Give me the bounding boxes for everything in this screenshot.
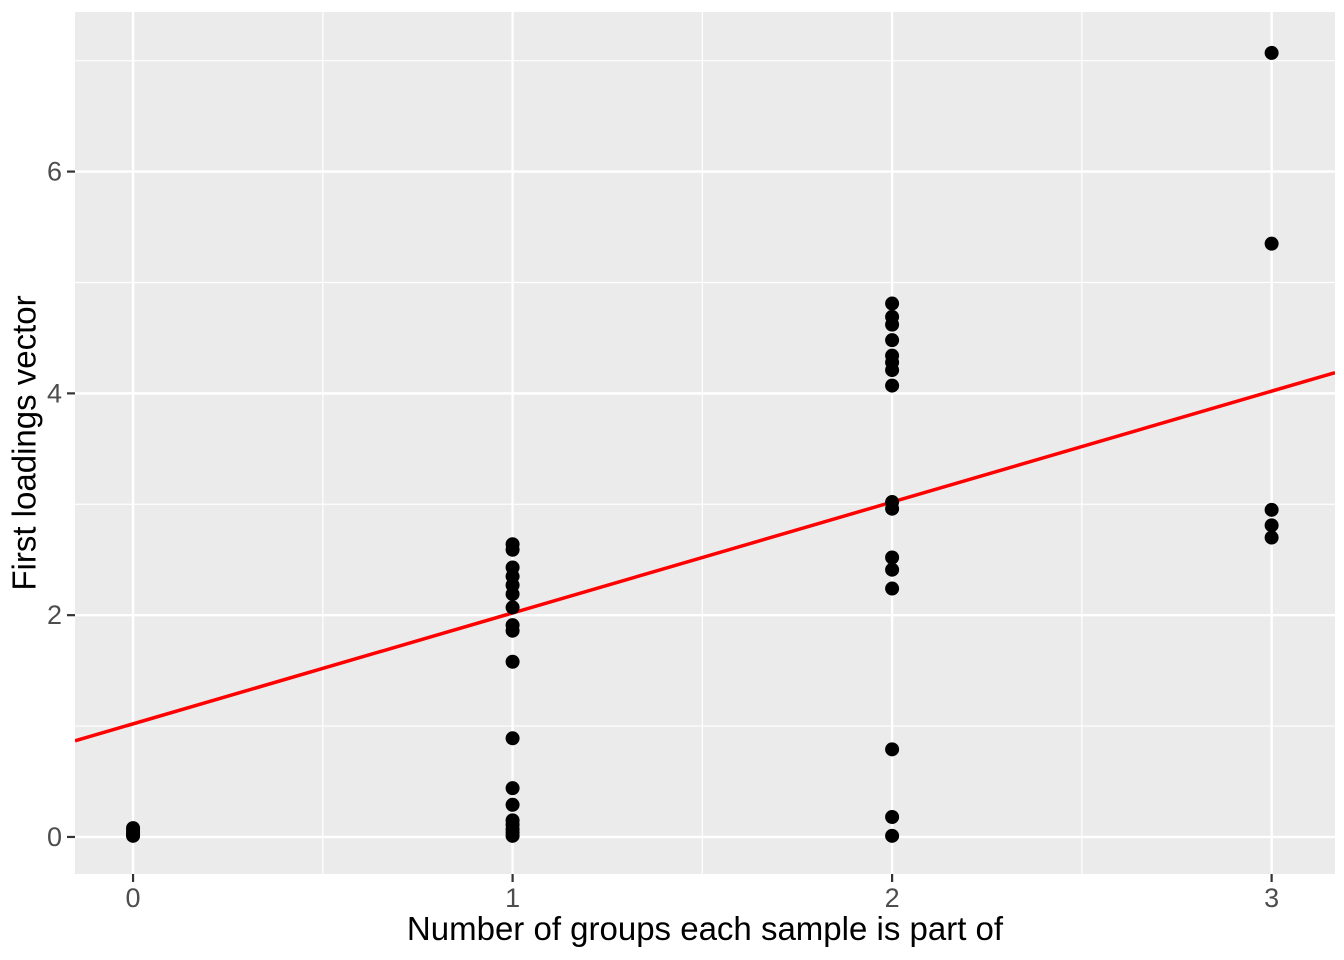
- data-point: [505, 600, 520, 615]
- data-point: [505, 587, 520, 602]
- data-point: [505, 654, 520, 669]
- plot-panel-bg: [75, 12, 1335, 874]
- trend-line: [75, 370, 1335, 743]
- y-axis-title: First loadings vector: [6, 295, 43, 591]
- data-point: [1264, 45, 1279, 60]
- data-point: [505, 797, 520, 812]
- data-point: [885, 581, 900, 596]
- y-axis-title-box: First loadings vector: [2, 12, 48, 874]
- data-point: [885, 501, 900, 516]
- data-point: [1264, 518, 1279, 533]
- data-point: [1264, 502, 1279, 517]
- data-point: [505, 731, 520, 746]
- y-tick-label: 4: [47, 378, 62, 408]
- data-point: [885, 550, 900, 565]
- data-point: [1264, 530, 1279, 545]
- data-point: [505, 542, 520, 557]
- y-tick-label: 2: [47, 600, 62, 630]
- x-tick-label: 0: [126, 883, 141, 913]
- x-tick-label: 2: [885, 883, 900, 913]
- data-point: [885, 828, 900, 843]
- data-point: [505, 781, 520, 796]
- data-point: [505, 623, 520, 638]
- x-tick-label: 3: [1264, 883, 1279, 913]
- data-point: [885, 296, 900, 311]
- data-point: [885, 333, 900, 348]
- y-tick-label: 6: [47, 157, 62, 187]
- x-tick-label: 1: [505, 883, 520, 913]
- data-point: [885, 363, 900, 378]
- data-point: [126, 828, 141, 843]
- data-layer: [75, 45, 1335, 843]
- y-tick-label: 0: [47, 822, 62, 852]
- data-point: [505, 828, 520, 843]
- data-point: [885, 742, 900, 757]
- data-point: [885, 317, 900, 332]
- data-point: [885, 809, 900, 824]
- x-axis-title: Number of groups each sample is part of: [406, 910, 1004, 947]
- data-point: [885, 378, 900, 393]
- data-point: [885, 562, 900, 577]
- data-point: [1264, 236, 1279, 251]
